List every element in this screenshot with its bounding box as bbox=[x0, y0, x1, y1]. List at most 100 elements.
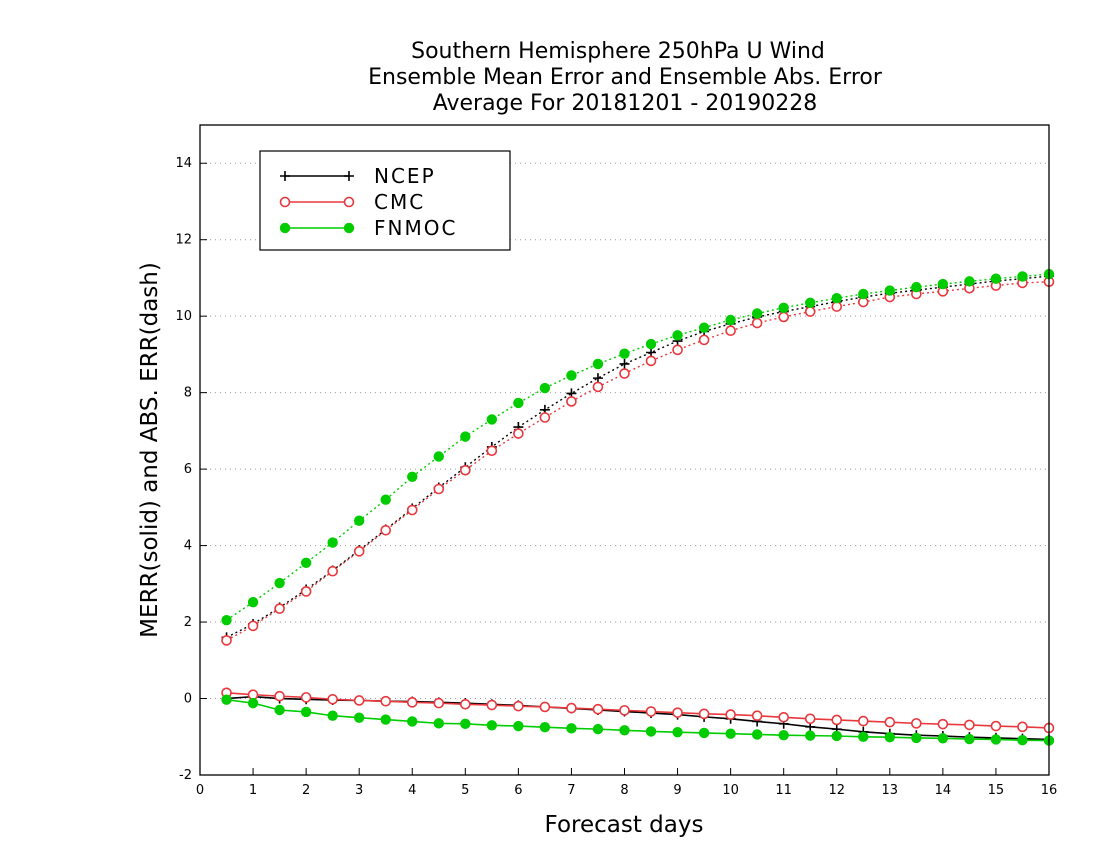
cmc-merr-point bbox=[778, 711, 789, 723]
fnmoc-merr-point bbox=[645, 726, 657, 737]
fnmoc-merr-point bbox=[513, 720, 524, 732]
y-tick-label: 8 bbox=[184, 386, 192, 401]
fnmoc-abs-err-point bbox=[778, 302, 789, 313]
cmc-abs-err-point bbox=[513, 428, 524, 439]
legend-marker-fnmoc bbox=[343, 222, 355, 234]
fnmoc-abs-err-point bbox=[274, 577, 285, 589]
cmc-abs-err-point bbox=[778, 311, 789, 323]
ncep-abs-err-point bbox=[619, 358, 630, 369]
fnmoc-merr-point bbox=[433, 718, 444, 729]
cmc-merr-point bbox=[247, 689, 259, 701]
fnmoc-merr-line bbox=[226, 698, 1050, 742]
fnmoc-merr-point bbox=[964, 733, 975, 745]
fnmoc-merr-point bbox=[407, 716, 418, 727]
cmc-abs-err-point bbox=[221, 635, 232, 646]
fnmoc-merr-point bbox=[778, 730, 789, 741]
fnmoc-abs-err-point bbox=[566, 370, 577, 381]
cmc-abs-err-point bbox=[645, 355, 657, 367]
fnmoc-abs-err-point bbox=[858, 288, 869, 300]
x-tick-label: 7 bbox=[567, 783, 575, 798]
cmc-merr-point bbox=[433, 697, 445, 709]
x-tick-label: 13 bbox=[882, 783, 899, 798]
fnmoc-merr-point bbox=[698, 727, 710, 739]
cmc-abs-err-point bbox=[247, 620, 259, 632]
cmc-abs-err-point bbox=[460, 464, 471, 476]
fnmoc-merr-point bbox=[805, 730, 816, 741]
fnmoc-merr-point bbox=[990, 734, 1002, 745]
cmc-abs-err-point bbox=[672, 344, 683, 356]
cmc-abs-err-point bbox=[725, 325, 736, 337]
fnmoc-merr-point bbox=[725, 728, 736, 739]
cmc-merr-point bbox=[990, 720, 1002, 732]
cmc-merr-point bbox=[353, 695, 365, 706]
fnmoc-merr-point bbox=[460, 718, 471, 729]
legend-label-fnmoc: FNMOC bbox=[374, 216, 457, 240]
legend-marker-cmc bbox=[343, 196, 355, 208]
fnmoc-abs-err-line bbox=[226, 273, 1050, 621]
x-tick-label: 3 bbox=[355, 783, 363, 798]
fnmoc-merr-point bbox=[247, 697, 259, 709]
x-tick-label: 9 bbox=[673, 783, 681, 798]
fnmoc-merr-point bbox=[300, 706, 312, 718]
legend-marker-fnmoc bbox=[279, 222, 291, 234]
cmc-abs-err-point bbox=[406, 504, 418, 516]
cmc-abs-err-point bbox=[353, 546, 365, 557]
cmc-merr-point bbox=[804, 713, 816, 725]
x-axis-label: Forecast days bbox=[545, 812, 704, 838]
x-tick-label: 15 bbox=[988, 783, 1005, 798]
fnmoc-abs-err-point bbox=[486, 414, 498, 425]
fnmoc-abs-err-point bbox=[831, 293, 842, 304]
fnmoc-merr-point bbox=[327, 710, 338, 721]
y-tick-label: 4 bbox=[184, 539, 192, 554]
cmc-merr-point bbox=[911, 718, 922, 729]
cmc-merr-point bbox=[566, 702, 577, 714]
cmc-abs-err-point bbox=[831, 301, 843, 312]
y-tick-label: 0 bbox=[184, 692, 192, 707]
fnmoc-merr-point bbox=[672, 726, 683, 738]
fnmoc-merr-point bbox=[937, 733, 949, 744]
y-tick-label: 2 bbox=[184, 615, 192, 630]
fnmoc-abs-err-point bbox=[911, 281, 922, 293]
ncep-abs-err-line bbox=[226, 275, 1050, 638]
fnmoc-abs-err-point bbox=[221, 614, 232, 626]
fnmoc-merr-point bbox=[911, 732, 922, 744]
cmc-merr-point bbox=[831, 714, 843, 726]
cmc-merr-point bbox=[486, 699, 498, 711]
cmc-merr-point bbox=[698, 708, 710, 720]
x-tick-label: 12 bbox=[828, 783, 845, 798]
cmc-abs-err-point bbox=[592, 381, 604, 393]
fnmoc-abs-err-point bbox=[990, 273, 1002, 284]
cmc-abs-err-line bbox=[226, 281, 1050, 642]
cmc-merr-point bbox=[619, 705, 630, 716]
cmc-merr-point bbox=[300, 692, 312, 703]
cmc-abs-err-point bbox=[380, 524, 392, 536]
fnmoc-merr-point bbox=[619, 725, 630, 736]
cmc-abs-err-point bbox=[274, 603, 285, 614]
cmc-merr-point bbox=[937, 718, 949, 730]
series-ncep bbox=[221, 271, 1054, 745]
cmc-merr-point bbox=[884, 716, 896, 728]
fnmoc-abs-err-point bbox=[698, 322, 710, 333]
fnmoc-abs-err-point bbox=[460, 431, 471, 442]
y-tick-label: 12 bbox=[175, 233, 192, 248]
x-tick-label: 0 bbox=[196, 783, 204, 798]
fnmoc-abs-err-point bbox=[353, 515, 365, 526]
cmc-abs-err-point bbox=[566, 396, 577, 407]
cmc-merr-point bbox=[539, 701, 551, 713]
fnmoc-merr-point bbox=[486, 720, 498, 731]
fnmoc-abs-err-point bbox=[433, 451, 444, 462]
legend-marker-cmc bbox=[279, 196, 291, 208]
series-cmc bbox=[221, 276, 1055, 734]
fnmoc-abs-err-point bbox=[725, 314, 736, 326]
cmc-abs-err-point bbox=[698, 334, 710, 346]
y-tick-label: 6 bbox=[184, 462, 192, 477]
fnmoc-merr-point bbox=[539, 722, 551, 733]
fnmoc-merr-point bbox=[831, 730, 842, 742]
x-tick-label: 11 bbox=[775, 783, 792, 798]
fnmoc-abs-err-point bbox=[805, 297, 816, 308]
cmc-abs-err-point bbox=[486, 445, 498, 457]
cmc-merr-point bbox=[406, 697, 418, 708]
